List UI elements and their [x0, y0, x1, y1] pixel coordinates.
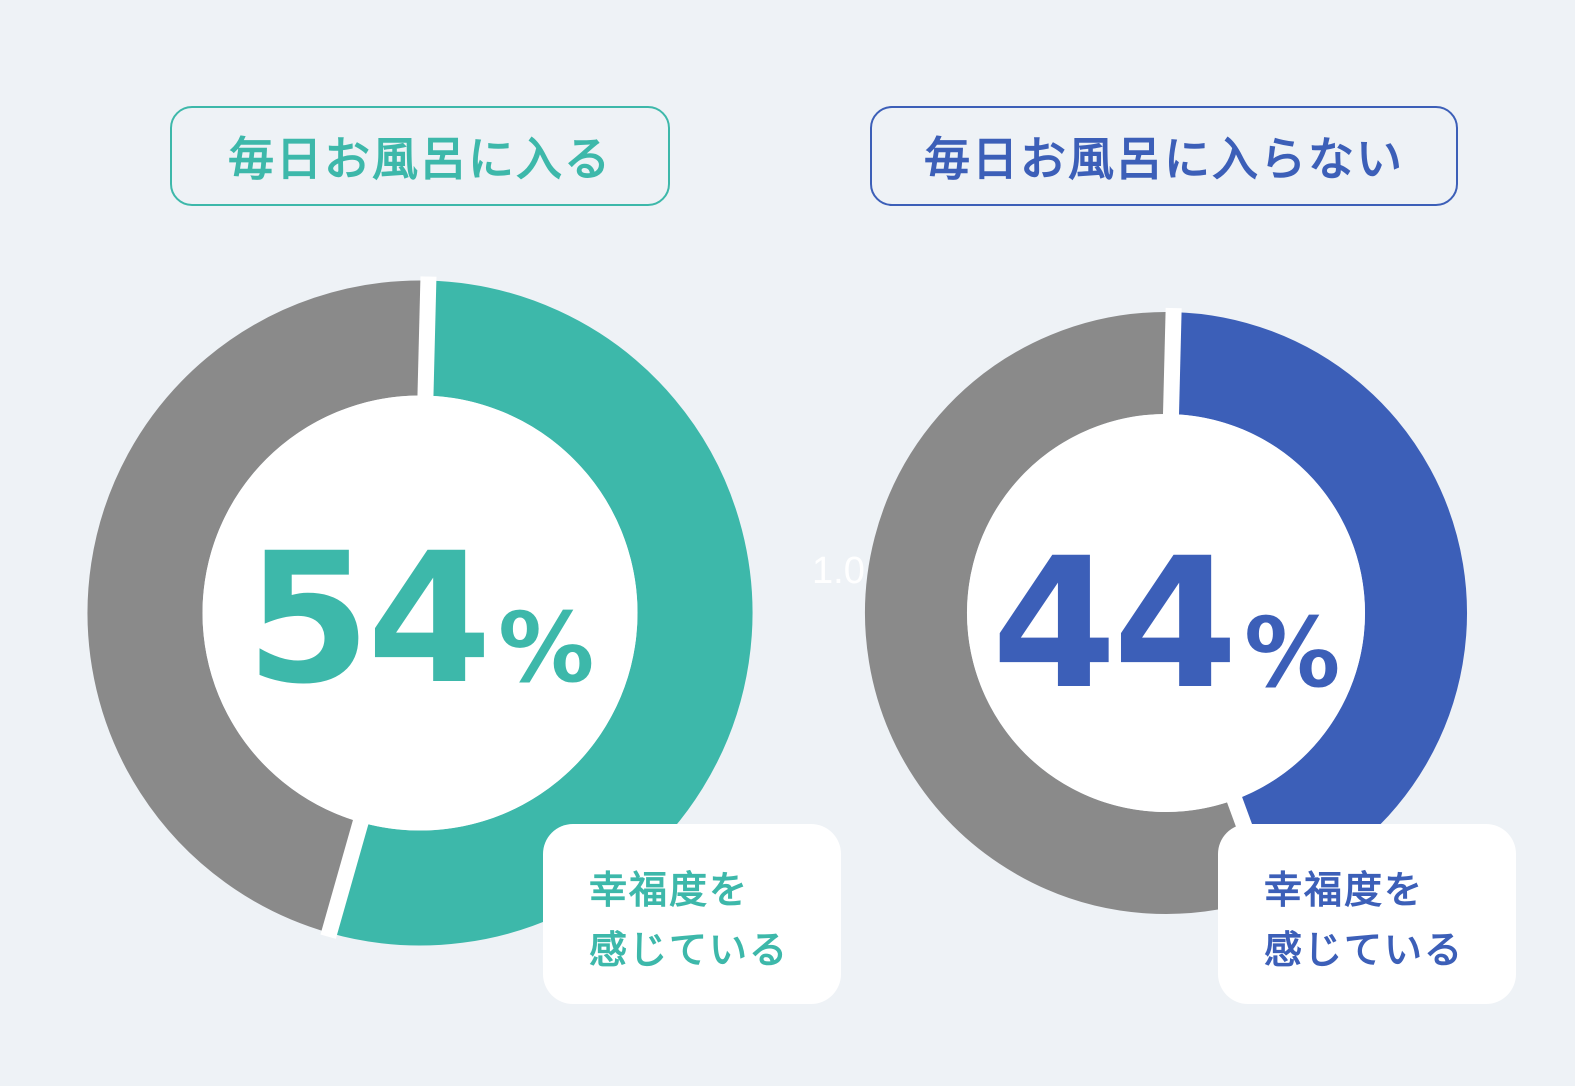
donut-slice-right-0: [1170, 312, 1467, 896]
center-unit-left: %: [498, 592, 595, 704]
chart-title-left: 毎日お風呂に入る: [170, 106, 670, 206]
donut-slice-left-0: [329, 280, 753, 946]
center-value-left: 54: [245, 515, 492, 724]
donut-slice-right-1: [865, 312, 1270, 914]
note-card-left: 幸福度を 感じている: [543, 824, 841, 1004]
donut-hole-left: [202, 395, 638, 831]
donut-slice-left-1: [87, 280, 429, 933]
donut-gap-left-0: [417, 276, 437, 400]
donut-chart-right: [865, 307, 1467, 914]
note-line2-right: 感じている: [1264, 928, 1465, 972]
donut-gap-right-0: [1162, 307, 1182, 419]
chart-panel-left: 毎日お風呂に入る 54 % 幸福度を 感じている: [87, 106, 841, 1004]
note-card-right: 幸福度を 感じている: [1218, 824, 1516, 1004]
center-percent-right: 44 %: [916, 535, 1416, 715]
center-value-right: 44: [991, 520, 1238, 729]
note-line1-right: 幸福度を: [1264, 868, 1425, 912]
donut-hole-right: [967, 414, 1365, 812]
donut-gap-left-1: [320, 816, 370, 939]
chart-title-right: 毎日お風呂に入らない: [870, 106, 1458, 206]
stray-label: 1.0: [812, 550, 865, 592]
note-line2-left: 感じている: [589, 928, 790, 972]
center-unit-right: %: [1244, 597, 1341, 709]
note-line1-left: 幸福度を: [589, 868, 750, 912]
center-percent-left: 54 %: [170, 530, 670, 710]
donut-chart-left: [87, 276, 753, 946]
chart-panel-right: 毎日お風呂に入らない 44 % 幸福度を 感じている: [790, 0, 1575, 1086]
